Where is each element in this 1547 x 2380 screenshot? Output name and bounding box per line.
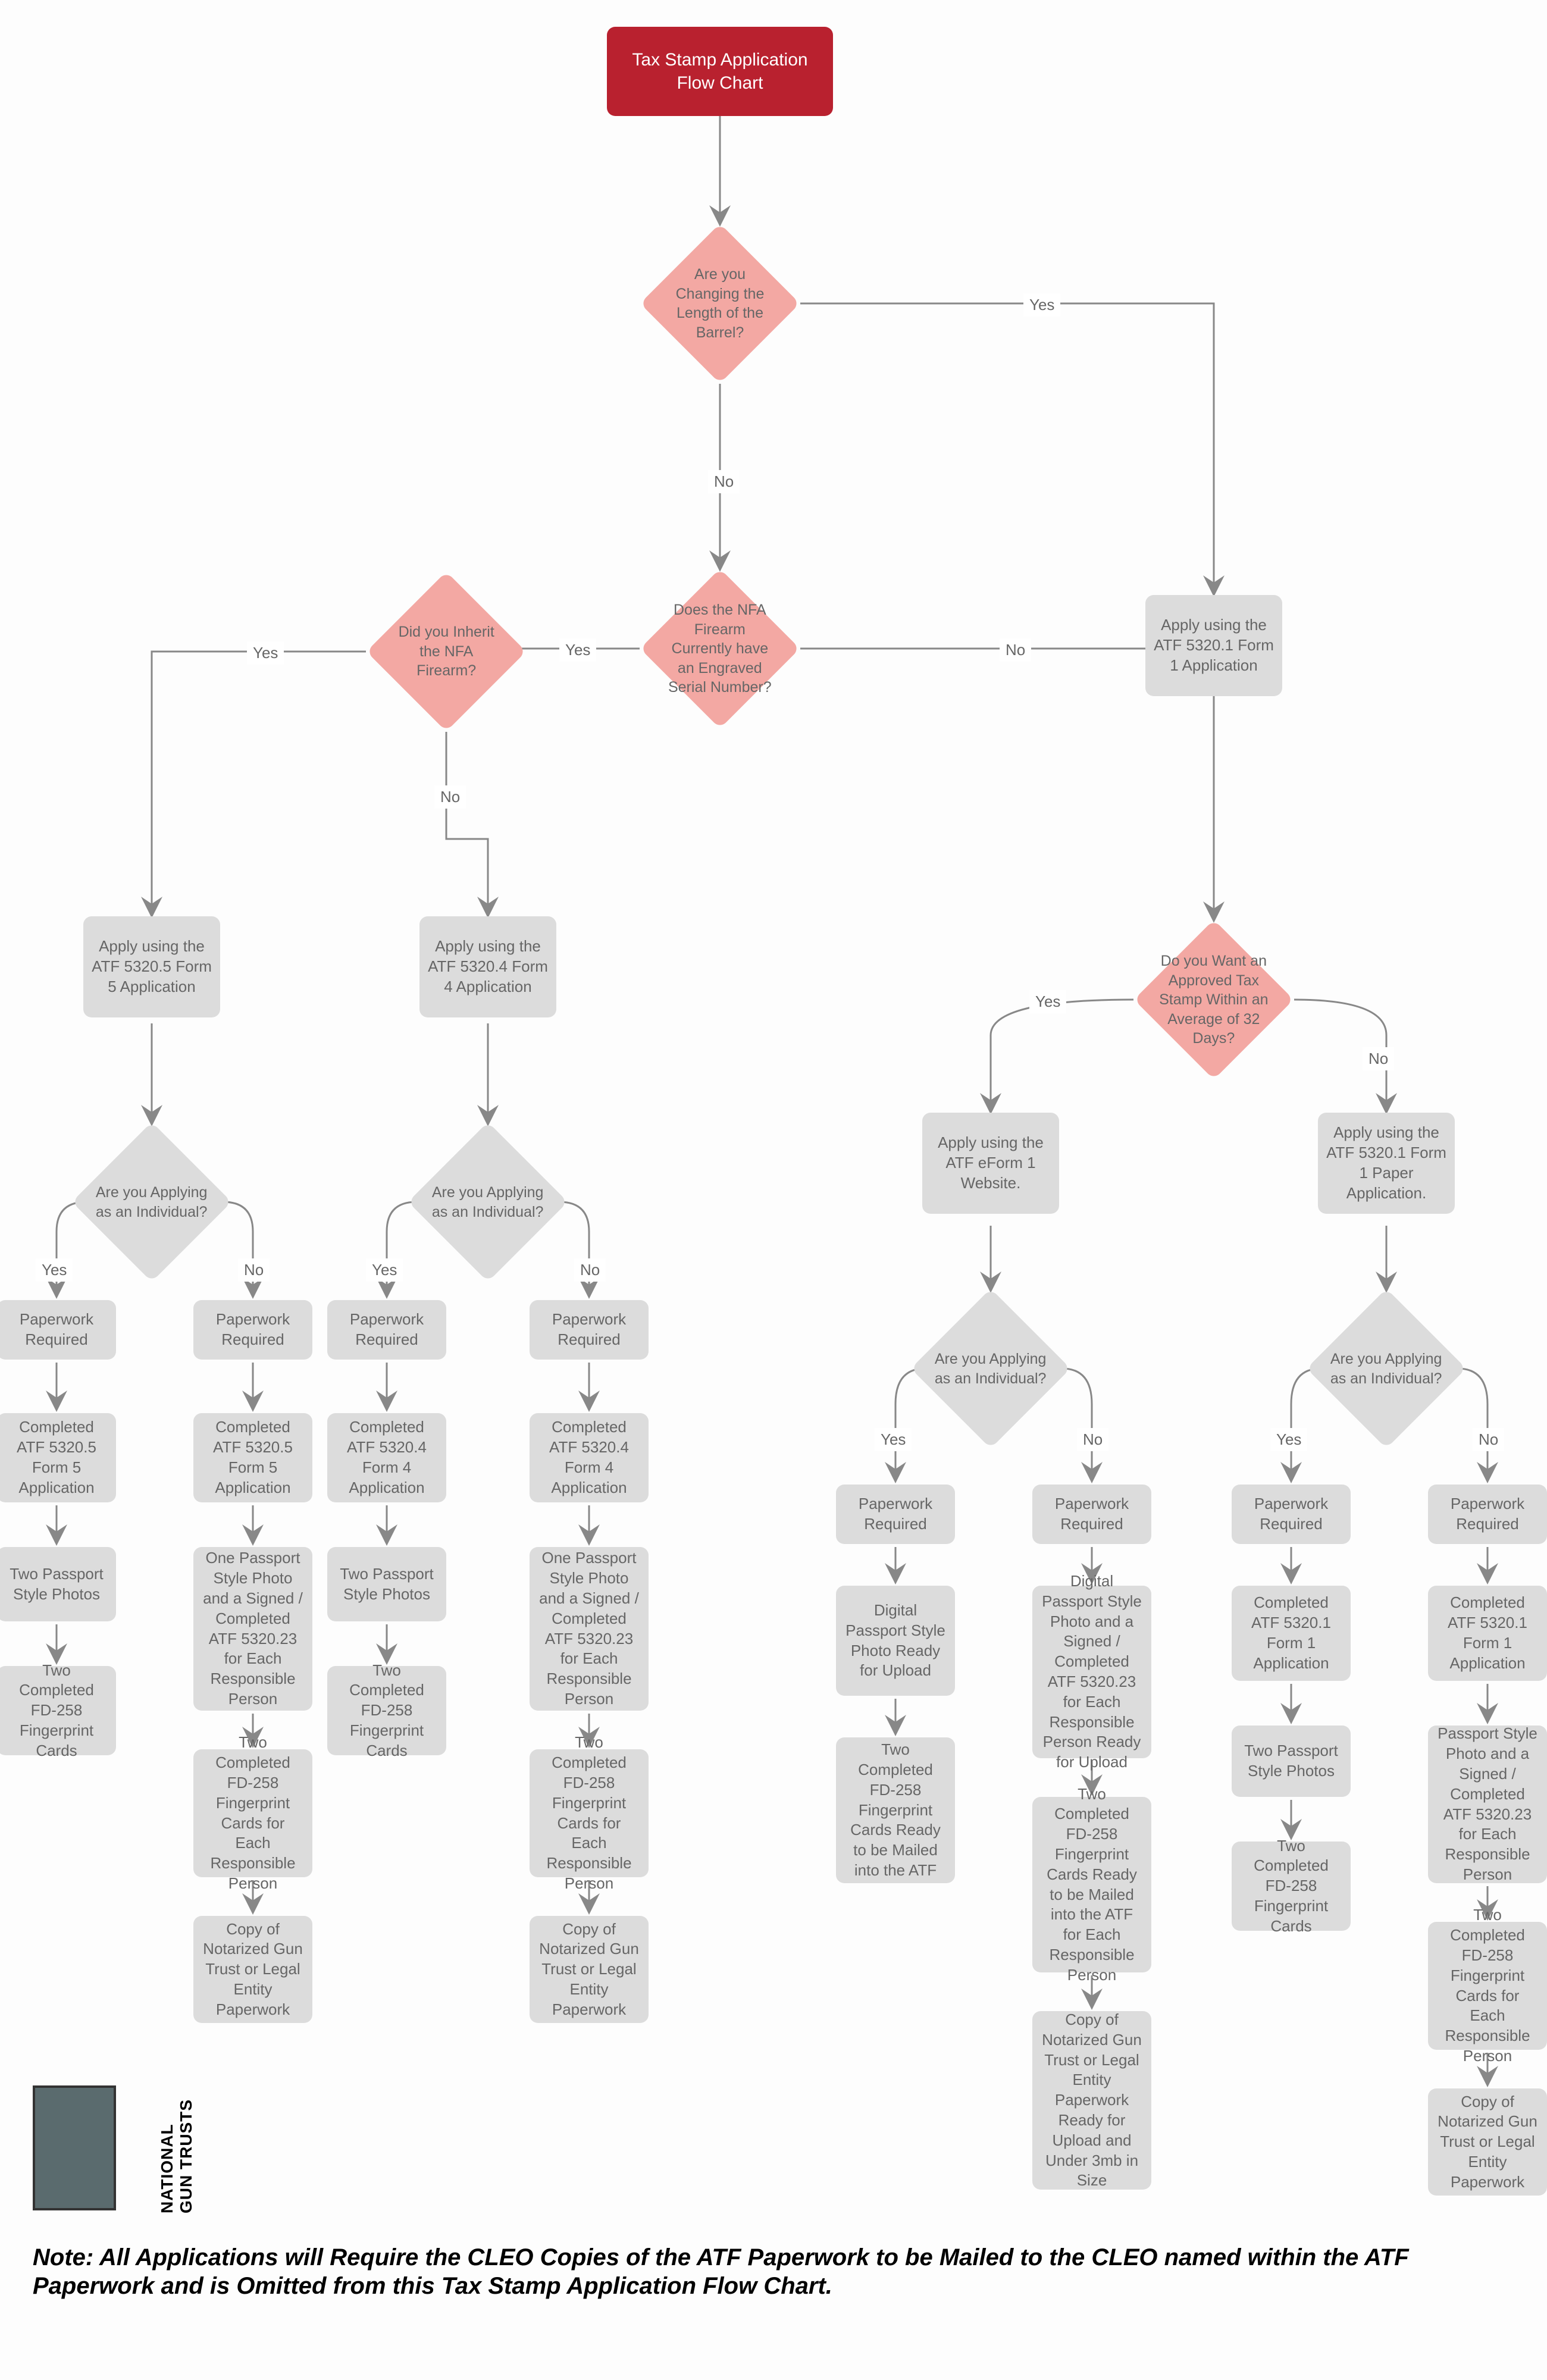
lbl-no-3: No: [434, 785, 466, 809]
d-indiv-2: Are you Applying as an Individual?: [408, 1122, 568, 1282]
fd258-c: Two Completed FD-258 Fingerprint Cards: [327, 1666, 446, 1755]
d-indiv-1: Are you Applying as an Individual?: [71, 1122, 232, 1282]
photo2323-b: One Passport Style Photo and a Signed / …: [193, 1547, 312, 1711]
d-inherit: Did you Inherit the NFA Firearm?: [366, 571, 527, 732]
flowchart-canvas: Tax Stamp Application Flow Chart Are you…: [0, 0, 1547, 2380]
notarized-d: Copy of Notarized Gun Trust or Legal Ent…: [530, 1916, 649, 2023]
fd258each-h: Two Completed FD-258 Fingerprint Cards f…: [1428, 1922, 1547, 2050]
lbl-no-8: No: [1473, 1428, 1504, 1451]
pw-h: Paperwork Required: [1428, 1485, 1547, 1544]
r-form1: Apply using the ATF 5320.1 Form 1 Applic…: [1145, 595, 1282, 696]
fd258each-b: Two Completed FD-258 Fingerprint Cards f…: [193, 1749, 312, 1877]
r-eform1: Apply using the ATF eForm 1 Website.: [922, 1113, 1059, 1214]
pw-e: Paperwork Required: [836, 1485, 955, 1544]
c5-b: Completed ATF 5320.5 Form 5 Application: [193, 1413, 312, 1502]
d-32days: Do you Want an Approved Tax Stamp Within…: [1133, 919, 1294, 1080]
r-form1paper: Apply using the ATF 5320.1 Form 1 Paper …: [1318, 1113, 1455, 1214]
pw-f: Paperwork Required: [1032, 1485, 1151, 1544]
photo2323-h: Passport Style Photo and a Signed / Comp…: [1428, 1726, 1547, 1883]
lbl-no-1: No: [708, 470, 740, 493]
lbl-yes-6: Yes: [366, 1258, 403, 1282]
lbl-yes-4: Yes: [1029, 990, 1066, 1013]
fd258maileach-f: Two Completed FD-258 Fingerprint Cards R…: [1032, 1797, 1151, 1972]
r-form5: Apply using the ATF 5320.5 Form 5 Applic…: [83, 916, 220, 1017]
c1-h: Completed ATF 5320.1 Form 1 Application: [1428, 1586, 1547, 1681]
lbl-no-2: No: [1000, 638, 1031, 662]
title-node: Tax Stamp Application Flow Chart: [607, 27, 833, 116]
d-serial: Does the NFA Firearm Currently have an E…: [640, 568, 800, 729]
lbl-no-6: No: [574, 1258, 606, 1282]
lbl-no-7: No: [1077, 1428, 1108, 1451]
pw-c: Paperwork Required: [327, 1300, 446, 1360]
digphoto2323-f: Digital Passport Style Photo and a Signe…: [1032, 1586, 1151, 1758]
photos-a: Two Passport Style Photos: [0, 1547, 116, 1621]
lbl-yes-5: Yes: [36, 1258, 73, 1282]
fd258-g: Two Completed FD-258 Fingerprint Cards: [1232, 1842, 1351, 1931]
c4-c: Completed ATF 5320.4 Form 4 Application: [327, 1413, 446, 1502]
c1-g: Completed ATF 5320.1 Form 1 Application: [1232, 1586, 1351, 1681]
c4-d: Completed ATF 5320.4 Form 4 Application: [530, 1413, 649, 1502]
notarizedup-f: Copy of Notarized Gun Trust or Legal Ent…: [1032, 2011, 1151, 2190]
lbl-yes-2: Yes: [559, 638, 596, 662]
footnote: Note: All Applications will Require the …: [33, 2243, 1461, 2300]
r-form4: Apply using the ATF 5320.4 Form 4 Applic…: [419, 916, 556, 1017]
lbl-yes-8: Yes: [1270, 1428, 1307, 1451]
fd258-a: Two Completed FD-258 Fingerprint Cards: [0, 1666, 116, 1755]
d-barrel: Are you Changing the Length of the Barre…: [640, 223, 800, 384]
pw-a: Paperwork Required: [0, 1300, 116, 1360]
pw-b: Paperwork Required: [193, 1300, 312, 1360]
d-indiv-3: Are you Applying as an Individual?: [910, 1288, 1071, 1449]
notarized-b: Copy of Notarized Gun Trust or Legal Ent…: [193, 1916, 312, 2023]
lbl-yes-3: Yes: [247, 641, 284, 665]
logo-text: NATIONALGUN TRUSTS: [158, 2099, 196, 2213]
photo2323-d: One Passport Style Photo and a Signed / …: [530, 1547, 649, 1711]
lbl-no-4: No: [1363, 1047, 1394, 1070]
photos-c: Two Passport Style Photos: [327, 1547, 446, 1621]
notarized-h: Copy of Notarized Gun Trust or Legal Ent…: [1428, 2088, 1547, 2196]
lbl-no-5: No: [238, 1258, 270, 1282]
photos-g: Two Passport Style Photos: [1232, 1726, 1351, 1797]
logo-stamp: [33, 2085, 116, 2210]
pw-d: Paperwork Required: [530, 1300, 649, 1360]
lbl-yes-7: Yes: [875, 1428, 912, 1451]
c5-a: Completed ATF 5320.5 Form 5 Application: [0, 1413, 116, 1502]
lbl-yes-1: Yes: [1023, 293, 1060, 317]
fd258each-d: Two Completed FD-258 Fingerprint Cards f…: [530, 1749, 649, 1877]
fd258mail-e: Two Completed FD-258 Fingerprint Cards R…: [836, 1737, 955, 1883]
d-indiv-4: Are you Applying as an Individual?: [1306, 1288, 1467, 1449]
digphoto-e: Digital Passport Style Photo Ready for U…: [836, 1586, 955, 1696]
pw-g: Paperwork Required: [1232, 1485, 1351, 1544]
